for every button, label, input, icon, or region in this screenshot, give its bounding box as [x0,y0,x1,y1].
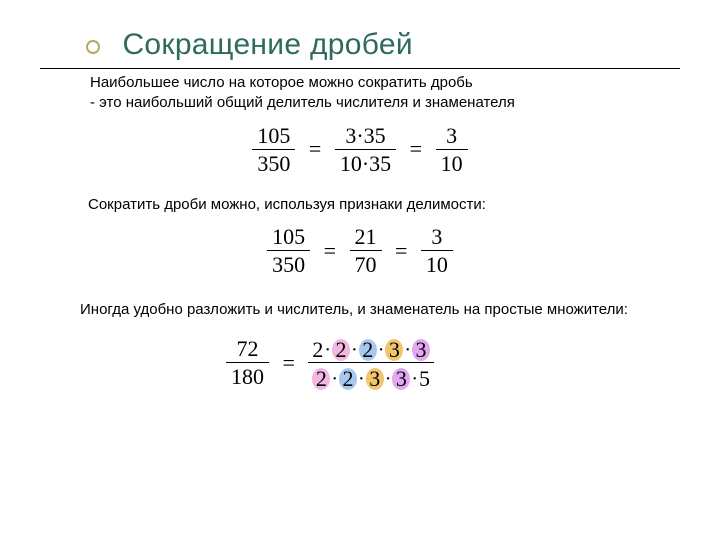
prime-factorization: 2·2·2·3·3 2·2·3·3·5 [308,334,434,391]
eq1-f1-den: 350 [252,150,295,175]
prime-factor: 2 [359,339,377,361]
dot-operator: · [384,368,393,390]
eq3-frac: 72 180 [226,337,269,388]
eq1-frac2: 3·35 10·35 [335,124,396,175]
dot-operator: · [330,368,339,390]
intro-line1: Наибольшее число на которое можно сократ… [90,74,473,91]
prime-factor: 5 [419,368,430,390]
prime-top-row: 2·2·2·3·3 [308,334,434,363]
eq1-frac3: 3 10 [436,124,468,175]
prime-factor: 3 [366,368,384,390]
eq2-frac2: 21 70 [350,225,382,276]
equals-sign: = [278,350,298,376]
dot-operator: · [410,368,419,390]
eq2-f3-den: 10 [421,251,453,276]
dot-operator: · [403,339,412,361]
equation-3: 72 180 = 2·2·2·3·3 2·2·3·3·5 [0,334,720,391]
equals-sign: = [391,238,411,264]
equals-sign: = [305,136,325,162]
eq3-frac-den: 180 [226,363,269,388]
prime-factor: 2 [339,368,357,390]
title-block: Сокращение дробей [0,0,720,62]
bullet-icon [86,40,100,54]
eq1-f2-num: 3·35 [335,124,396,150]
intro-line2: - это наибольший общий делитель числител… [90,94,515,111]
eq1-frac1: 105 350 [252,124,295,175]
prime-factor: 2 [312,339,323,361]
equals-sign: = [406,136,426,162]
page-title: Сокращение дробей [122,28,412,61]
eq2-f2-den: 70 [350,251,382,276]
intro-text: Наибольшее число на которое можно сократ… [0,69,720,114]
eq3-frac-num: 72 [226,337,269,363]
eq2-f3-num: 3 [421,225,453,251]
eq1-f2-den: 10·35 [335,150,396,175]
prime-factor: 2 [312,368,330,390]
eq1-f1-num: 105 [252,124,295,150]
equation-1: 105 350 = 3·35 10·35 = 3 10 [0,124,720,175]
dot-operator: · [357,368,366,390]
prime-bottom-row: 2·2·3·3·5 [308,363,434,391]
equals-sign: = [320,238,340,264]
eq2-f1-num: 105 [267,225,310,251]
equation-2: 105 350 = 21 70 = 3 10 [0,225,720,276]
eq2-f1-den: 350 [267,251,310,276]
dot-operator: · [350,339,359,361]
eq1-f3-num: 3 [436,124,468,150]
prime-factor: 3 [385,339,403,361]
eq2-f2-num: 21 [350,225,382,251]
eq2-frac1: 105 350 [267,225,310,276]
dot-operator: · [323,339,332,361]
prime-factor: 3 [412,339,430,361]
prime-factor: 3 [392,368,410,390]
dot-operator: · [377,339,386,361]
paragraph-3: Иногда удобно разложить и числитель, и з… [0,286,720,320]
prime-factor: 2 [332,339,350,361]
paragraph-2: Сократить дроби можно, используя признак… [0,185,720,215]
eq1-f3-den: 10 [436,150,468,175]
eq2-frac3: 3 10 [421,225,453,276]
